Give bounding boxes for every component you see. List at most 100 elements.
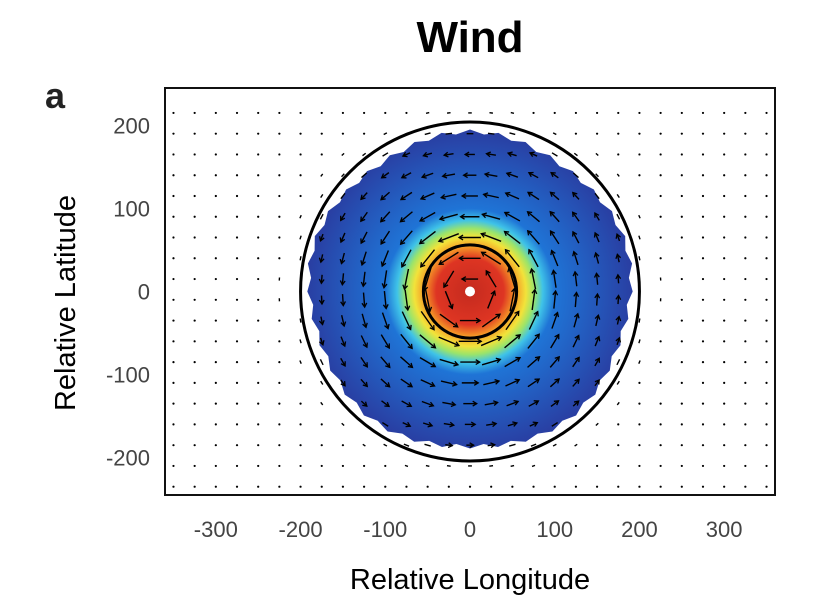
wind-vector [235, 464, 239, 468]
wind-vector [339, 252, 346, 265]
x-tick-label: -200 [279, 517, 323, 542]
wind-vector [399, 230, 413, 246]
wind-vector [299, 339, 302, 344]
wind-vector [638, 318, 641, 323]
wind-vector [442, 151, 454, 158]
wind-vector [701, 381, 705, 384]
wind-vector [193, 236, 196, 239]
wind-vector [765, 485, 768, 488]
wind-vector [701, 194, 705, 198]
y-axis-label: Relative Latitude [50, 195, 82, 411]
wind-vector [503, 211, 521, 222]
wind-vector [381, 312, 390, 330]
wind-vector [320, 423, 323, 426]
wind-vector [420, 379, 436, 388]
storm-eye [465, 286, 475, 297]
wind-vector [214, 257, 217, 260]
wind-vector [723, 194, 726, 198]
wind-vector [572, 270, 579, 287]
wind-vector [616, 401, 620, 406]
wind-vector [765, 402, 768, 405]
wind-vector [483, 379, 501, 386]
wind-vector [400, 378, 414, 388]
wind-vector [723, 402, 726, 405]
wind-vector [549, 230, 560, 245]
wind-vector [320, 153, 323, 156]
wind-vector [235, 444, 239, 447]
wind-vector [257, 277, 260, 281]
wind-vector [616, 173, 620, 177]
wind-vector [380, 356, 391, 369]
wind-vector [318, 316, 325, 326]
wind-vector [483, 171, 498, 178]
wind-vector [616, 193, 620, 198]
wind-vector [172, 361, 175, 364]
y-tick-label: 100 [113, 196, 150, 221]
wind-vector [405, 485, 408, 488]
wind-vector [595, 485, 599, 488]
wind-vector [480, 232, 502, 242]
wind-vector [487, 132, 495, 135]
wind-vector [526, 210, 540, 223]
wind-vector [299, 360, 302, 364]
wind-vector [616, 359, 621, 366]
wind-vector [420, 172, 434, 179]
wind-vector [341, 422, 345, 427]
wind-vector [460, 276, 479, 282]
wind-vector [723, 277, 726, 281]
wind-vector [172, 381, 175, 384]
wind-vector [659, 485, 662, 488]
wind-vector [615, 336, 622, 346]
wind-vector [638, 256, 641, 261]
wind-vector [421, 400, 435, 408]
wind-vector [528, 310, 539, 330]
wind-vector [765, 236, 768, 239]
wind-vector [595, 422, 599, 427]
wind-vector [360, 335, 368, 349]
wind-vector [320, 132, 323, 135]
wind-vector [551, 152, 558, 157]
wind-vector [172, 298, 175, 301]
wind-vector [360, 211, 368, 223]
wind-vector [481, 212, 501, 220]
wind-vector [617, 444, 620, 447]
y-axis-ticks: 200 100 0 -100 -200 [106, 113, 150, 470]
wind-vector [362, 464, 366, 468]
wind-vector [594, 313, 601, 327]
wind-vector [362, 443, 366, 447]
wind-vector [214, 111, 217, 115]
wind-vector [362, 152, 367, 157]
wind-vector [594, 211, 600, 221]
wind-vector [424, 132, 431, 136]
wind-vector [701, 340, 705, 343]
wind-vector [340, 379, 346, 387]
wind-vector [257, 153, 260, 156]
wind-vector [462, 172, 477, 179]
x-tick-label: 0 [464, 517, 476, 542]
wind-vector [172, 174, 175, 177]
wind-vector [615, 232, 622, 242]
wind-vector [744, 423, 747, 426]
wind-vector [723, 361, 726, 364]
wind-vector [257, 257, 260, 260]
wind-vector [510, 464, 515, 468]
wind-vector [340, 212, 346, 222]
wind-vector [595, 173, 599, 178]
wind-vector [617, 153, 620, 156]
wind-vector [278, 423, 281, 426]
wind-vector [481, 357, 502, 366]
wind-vector [299, 381, 302, 384]
x-tick-label: -300 [194, 517, 238, 542]
wind-vector [701, 257, 705, 260]
wind-vector [362, 485, 366, 488]
wind-vector [659, 444, 662, 447]
wind-vector [380, 191, 390, 201]
wind-vector [193, 111, 196, 115]
wind-vector [445, 442, 454, 449]
wind-vector [320, 485, 323, 488]
wind-vector [360, 251, 367, 267]
wind-vector [319, 359, 324, 366]
wind-vector [723, 319, 726, 322]
wind-vector [299, 402, 302, 405]
